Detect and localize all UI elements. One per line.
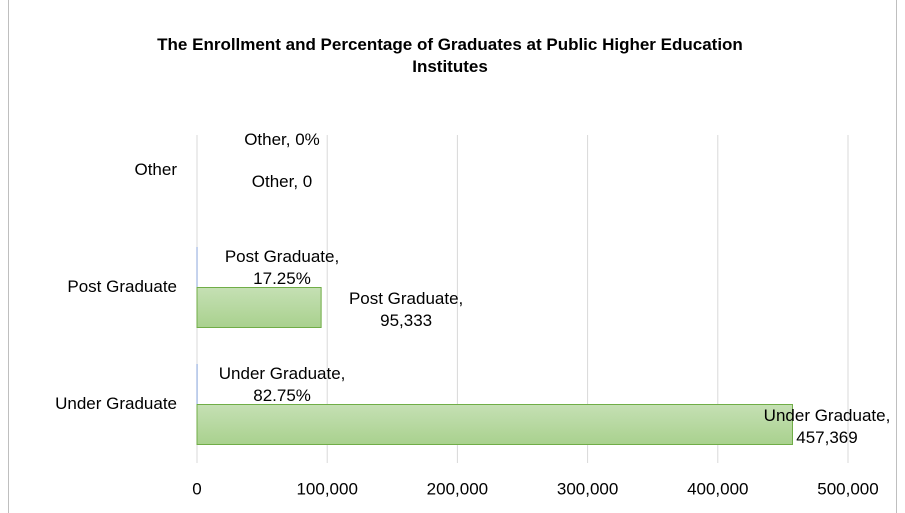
x-tick-label: 200,000 <box>427 479 488 498</box>
data-label: Other, 0 <box>251 171 313 191</box>
data-label: Post Graduate, 17.25% <box>224 246 340 288</box>
x-tick-label: 500,000 <box>817 479 878 498</box>
x-tick-label: 300,000 <box>557 479 618 498</box>
y-tick-label: Under Graduate <box>55 394 177 413</box>
y-tick-label: Post Graduate <box>67 277 177 296</box>
bar <box>196 404 793 445</box>
frame <box>8 0 897 513</box>
y-tick-label: Other <box>134 160 177 179</box>
data-label: Other, 0% <box>244 129 320 149</box>
data-label: Under Graduate, 82.75% <box>218 363 346 405</box>
bar <box>196 287 322 328</box>
data-label: Post Graduate, 95,333 <box>348 288 464 330</box>
x-tick-label: 0 <box>192 479 201 498</box>
chart-title: The Enrollment and Percentage of Graduat… <box>157 35 743 76</box>
data-label: Under Graduate, 457,369 <box>763 405 891 447</box>
x-tick-label: 400,000 <box>687 479 748 498</box>
x-tick-label: 100,000 <box>296 479 357 498</box>
